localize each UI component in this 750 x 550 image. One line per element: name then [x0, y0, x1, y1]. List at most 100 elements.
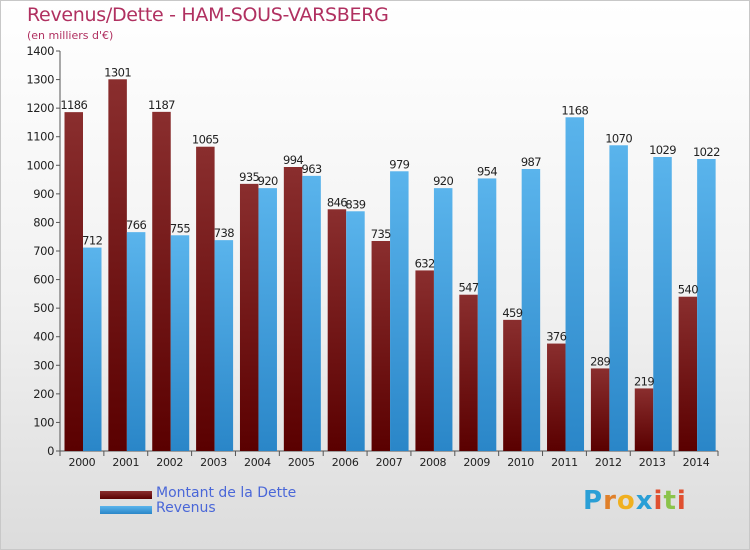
value-label-dette: 547	[458, 281, 478, 295]
x-tick-label: 2003	[200, 456, 227, 469]
x-tick-label: 2013	[639, 456, 666, 469]
logo-letter: i	[653, 486, 664, 516]
bar-revenus	[170, 235, 190, 451]
x-axis: 2000 2001 2002 2003 2004 2005 2006 2007 2008 2009…	[59, 450, 719, 469]
value-label-revenus: 766	[126, 218, 146, 232]
y-tick-label: 1000	[26, 158, 54, 172]
value-label-dette: 219	[634, 374, 654, 388]
logo-letter: r	[603, 486, 617, 516]
value-label-revenus: 1070	[605, 131, 632, 145]
y-tick-label: 300	[33, 358, 54, 372]
logo-letter: P	[583, 486, 604, 516]
x-tick-label: 2014	[683, 456, 710, 469]
bar-dette	[283, 167, 303, 451]
x-tick-label: 2005	[288, 456, 315, 469]
bar-revenus	[258, 188, 277, 451]
value-label-dette: 846	[327, 195, 347, 209]
value-label-revenus: 738	[214, 226, 234, 240]
value-label-dette: 540	[678, 283, 698, 297]
value-label-revenus: 987	[521, 155, 541, 169]
bar-revenus	[302, 175, 321, 451]
value-label-dette: 1065	[192, 133, 219, 147]
y-axis: 0 100 200 300 400 500 600 700 800 900 1000 1100 1200…	[26, 44, 61, 458]
y-tick-label: 1200	[26, 101, 54, 115]
logo-letter: i	[676, 486, 687, 516]
x-tick-label: 2001	[112, 456, 139, 469]
bar-dette	[590, 368, 610, 451]
bar-revenus	[126, 232, 146, 451]
bar-dette	[371, 241, 391, 451]
y-tick-label: 100	[33, 415, 54, 429]
bar-dette	[108, 79, 127, 452]
bar-dette	[503, 319, 522, 451]
logo-letter: x	[635, 486, 654, 516]
value-label-revenus: 1029	[649, 143, 676, 157]
x-tick-label: 2002	[156, 456, 183, 469]
value-label-revenus: 954	[477, 164, 497, 178]
legend-swatch-revenus	[100, 506, 152, 514]
value-label-revenus: 979	[389, 157, 409, 171]
logo-letter: o	[616, 486, 636, 516]
y-tick-label: 1100	[26, 130, 54, 144]
value-label-dette: 459	[502, 306, 522, 320]
y-tick-label: 600	[33, 273, 54, 287]
bar-revenus	[565, 117, 585, 452]
value-label-dette: 289	[590, 354, 610, 368]
bar-revenus	[214, 240, 234, 451]
bar-dette	[459, 294, 478, 451]
bar-revenus	[83, 247, 102, 451]
y-tick-label: 500	[33, 301, 54, 315]
y-tick-label: 400	[33, 330, 54, 344]
bar-dette	[415, 270, 434, 451]
x-tick-label: 2009	[463, 456, 490, 469]
value-label-dette: 994	[283, 153, 303, 167]
bar-dette	[239, 183, 259, 451]
bar-dette	[678, 296, 698, 451]
value-label-revenus: 755	[170, 221, 190, 235]
y-tick-label: 1300	[26, 73, 54, 87]
bar-dette	[152, 111, 171, 451]
value-label-dette: 735	[371, 227, 391, 241]
bar-revenus	[521, 169, 541, 451]
bar-revenus	[609, 145, 628, 452]
value-label-revenus: 712	[82, 234, 102, 248]
x-tick-label: 2007	[376, 456, 403, 469]
bar-dette	[547, 343, 566, 451]
bar-revenus	[433, 188, 453, 451]
value-label-revenus: 963	[302, 162, 322, 176]
x-tick-label: 2011	[551, 456, 578, 469]
x-tick-label: 2000	[69, 456, 96, 469]
legend-label-dette: Montant de la Dette	[156, 485, 297, 501]
chart-title: Revenus/Dette - HAM-SOUS-VARSBERG	[27, 4, 389, 26]
x-tick-label: 2010	[507, 456, 534, 469]
value-label-revenus: 920	[258, 174, 278, 188]
value-label-revenus: 1168	[561, 103, 588, 117]
bar-dette	[64, 112, 83, 452]
value-label-dette: 1301	[104, 65, 131, 79]
value-label-dette: 632	[415, 256, 435, 270]
value-label-dette: 1187	[148, 98, 175, 112]
chart-subtitle: (en milliers d'€)	[27, 29, 114, 42]
bar-dette	[634, 388, 654, 451]
bar-revenus	[697, 159, 716, 451]
x-tick-label: 2008	[419, 456, 446, 469]
bar-dette	[327, 209, 347, 451]
value-label-revenus: 839	[345, 197, 365, 211]
bars	[64, 79, 716, 452]
x-tick-label: 2012	[595, 456, 622, 469]
logo-letter: t	[663, 486, 677, 516]
y-tick-label: 1400	[26, 44, 54, 58]
bar-revenus	[653, 157, 672, 451]
y-tick-label: 200	[33, 387, 54, 401]
proxiti-logo: Proxiti	[583, 486, 687, 516]
bar-revenus	[346, 211, 365, 451]
legend-label-revenus: Revenus	[156, 500, 216, 516]
value-label-revenus: 920	[433, 174, 453, 188]
bar-revenus	[390, 171, 409, 452]
value-labels: 1186712130176611877551065738935920994963…	[60, 65, 720, 388]
value-label-dette: 935	[239, 170, 259, 184]
x-tick-label: 2004	[244, 456, 271, 469]
bar-dette	[196, 146, 215, 451]
value-label-revenus: 1022	[693, 145, 720, 159]
